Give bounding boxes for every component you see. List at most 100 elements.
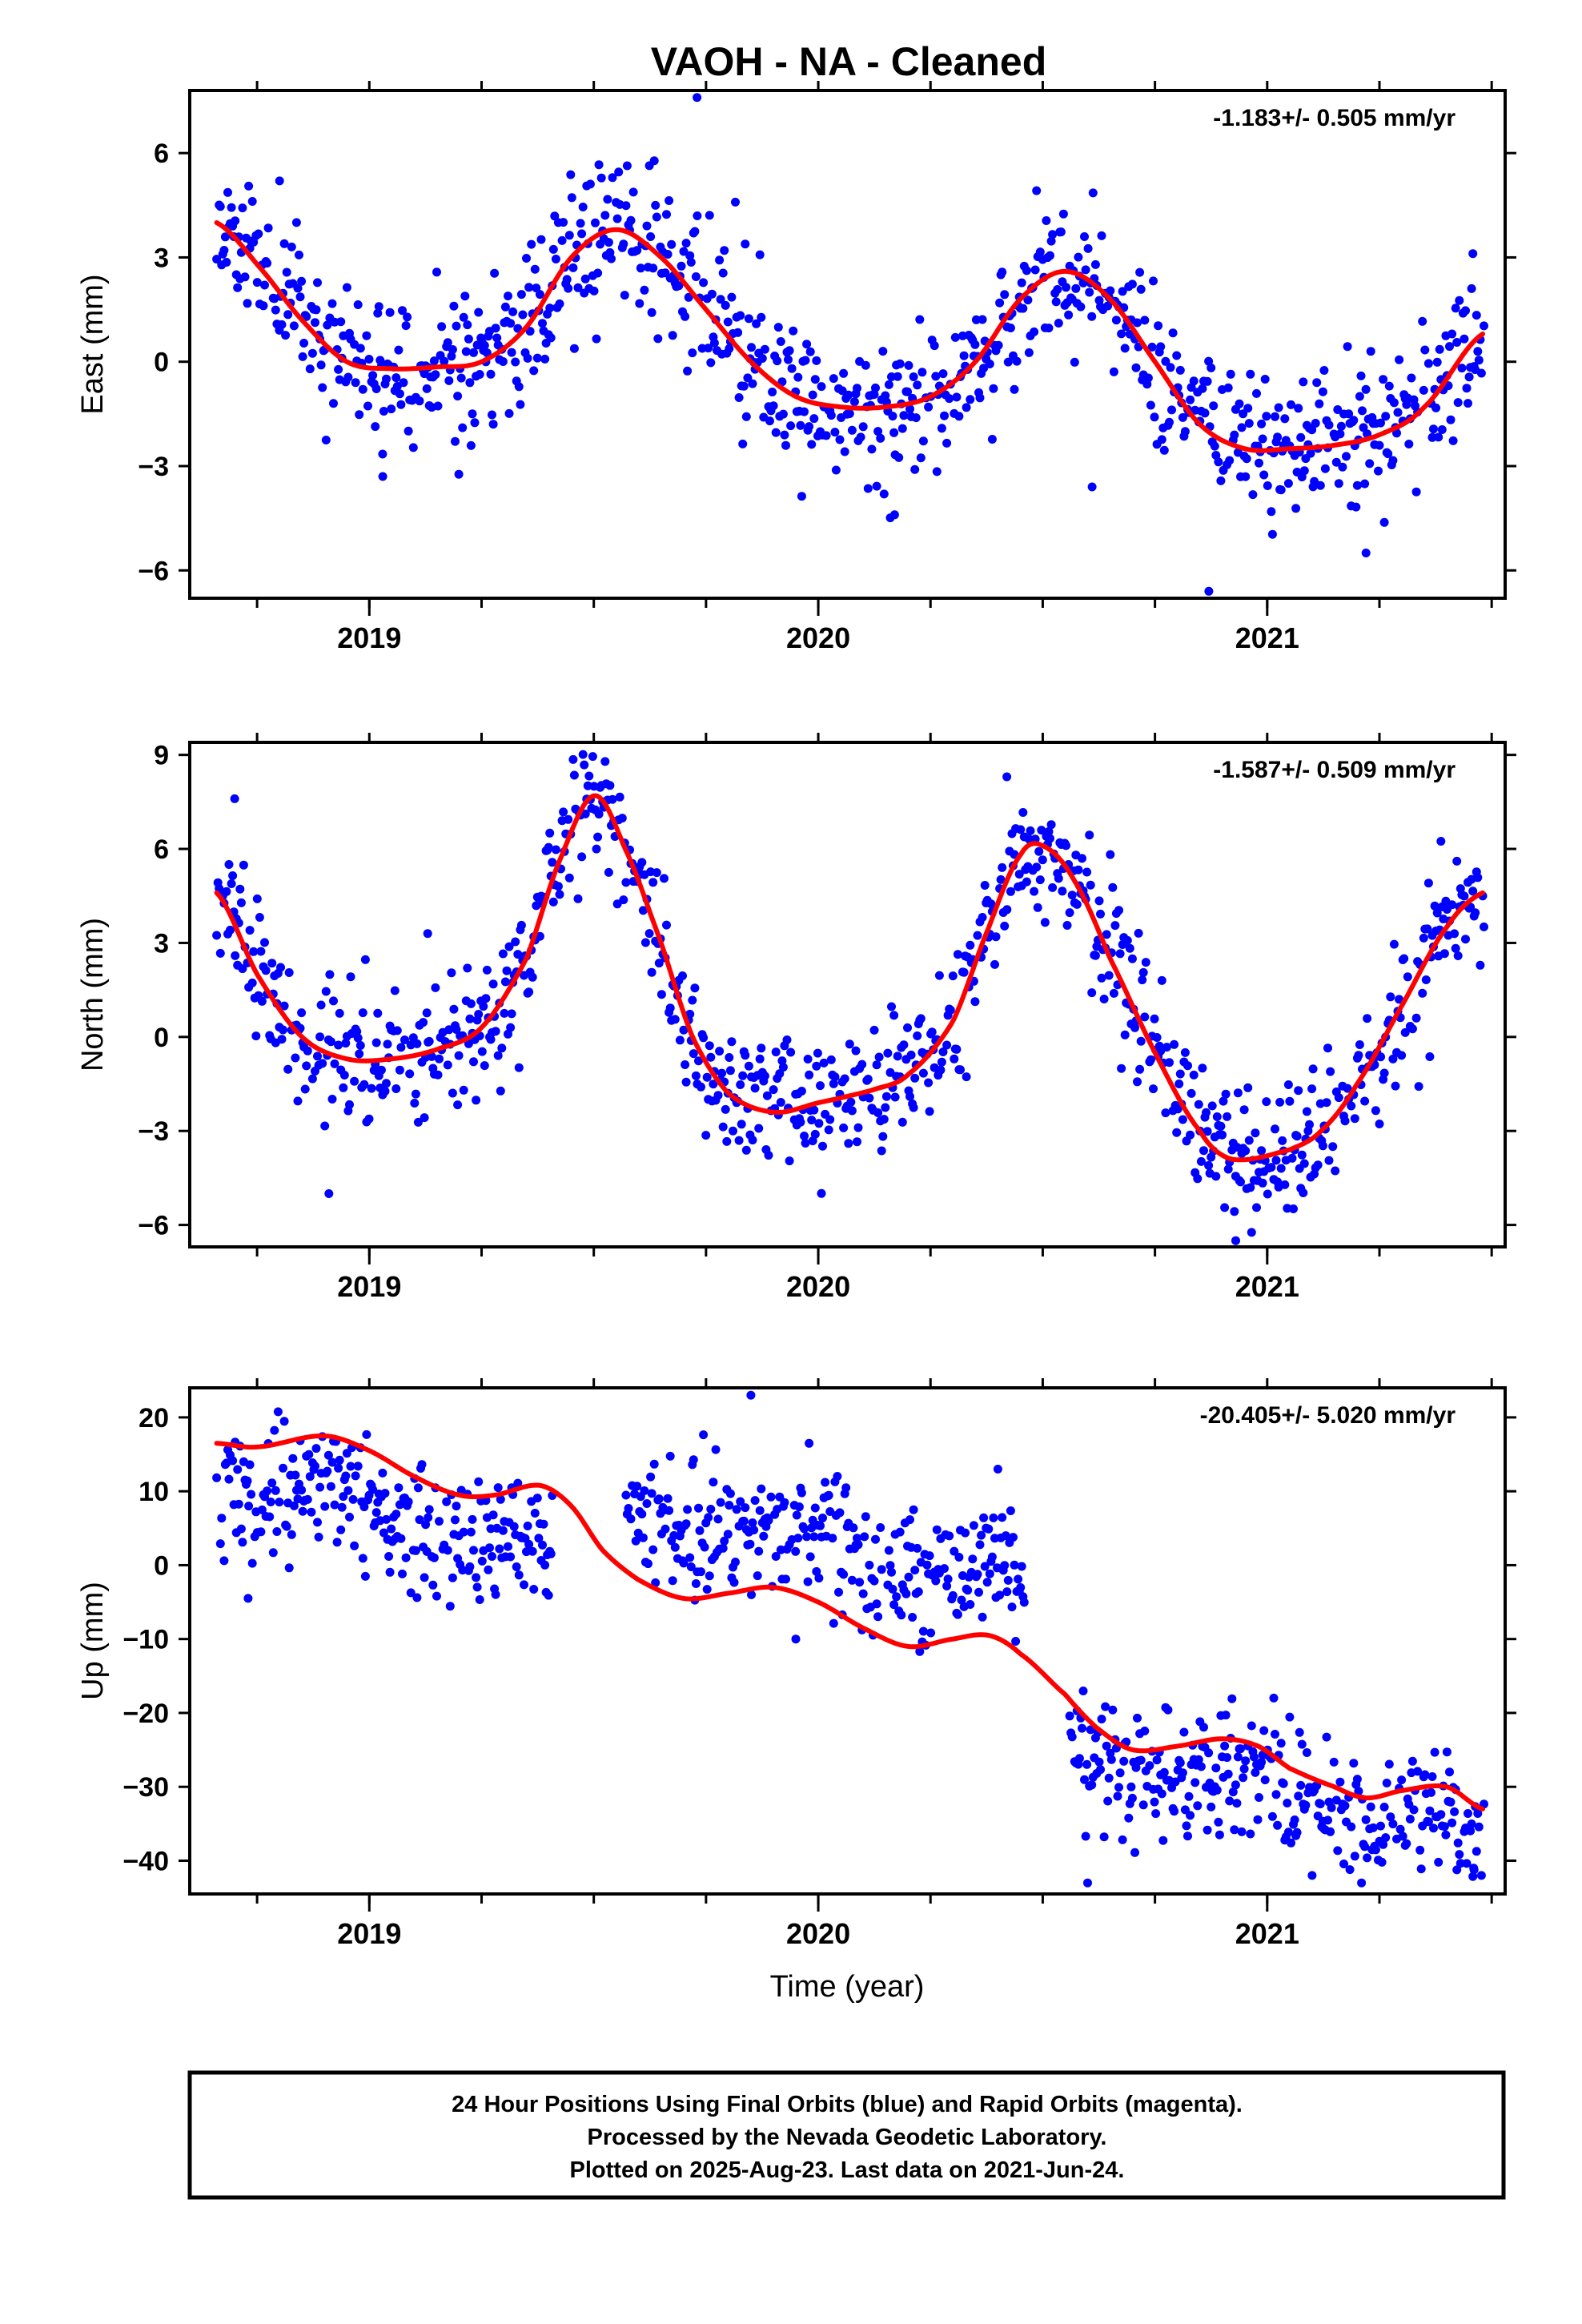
data-point <box>789 326 798 336</box>
data-point <box>834 1587 843 1597</box>
data-point <box>1340 1801 1350 1811</box>
data-point <box>1000 921 1010 931</box>
data-point <box>872 1599 881 1609</box>
data-point <box>1035 875 1045 885</box>
data-point <box>1306 448 1315 458</box>
data-point <box>1109 988 1118 998</box>
data-point <box>1323 1815 1332 1825</box>
data-point <box>532 1494 542 1503</box>
data-point <box>1145 1761 1154 1771</box>
data-point <box>553 882 563 891</box>
data-point <box>1143 373 1153 383</box>
data-point <box>1327 1803 1336 1812</box>
data-point <box>872 481 881 491</box>
data-point <box>1054 319 1063 328</box>
data-point <box>873 427 883 436</box>
data-point <box>979 1513 989 1522</box>
data-point <box>380 1489 390 1498</box>
data-point <box>916 1014 926 1023</box>
data-point <box>314 1532 323 1542</box>
data-point <box>1203 1127 1212 1136</box>
data-point <box>1138 967 1148 977</box>
data-point <box>739 1516 749 1526</box>
data-point <box>689 1049 698 1059</box>
data-point <box>1262 1097 1271 1107</box>
data-point <box>1237 1827 1247 1836</box>
data-point <box>805 1438 814 1448</box>
data-point <box>647 1489 656 1498</box>
data-point <box>734 393 744 402</box>
data-point <box>706 358 716 368</box>
data-point <box>1097 231 1106 240</box>
footer-line-3: Plotted on 2025-Aug-23. Last data on 202… <box>570 2157 1125 2183</box>
data-point <box>1425 1052 1435 1061</box>
data-point <box>1126 1782 1136 1791</box>
y-tick-label: −3 <box>138 452 169 482</box>
data-point <box>1366 347 1375 356</box>
data-point <box>871 383 880 392</box>
data-point <box>755 1054 765 1063</box>
data-point <box>1315 399 1324 408</box>
data-point <box>279 1001 289 1011</box>
data-point <box>335 1008 344 1018</box>
data-point <box>805 422 814 432</box>
data-point <box>1178 1768 1187 1778</box>
data-point <box>429 1553 439 1562</box>
data-point <box>764 1516 773 1525</box>
data-point <box>699 1033 709 1043</box>
data-point <box>313 278 322 287</box>
data-point <box>442 1497 452 1506</box>
data-point <box>511 937 520 947</box>
data-point <box>358 1008 367 1018</box>
data-point <box>720 1536 729 1546</box>
data-point <box>1165 417 1174 427</box>
data-point <box>614 167 624 177</box>
data-point <box>1006 887 1015 896</box>
data-point <box>747 1590 756 1599</box>
data-point <box>452 321 461 331</box>
data-point <box>846 1097 856 1107</box>
data-point <box>794 1502 804 1512</box>
data-point <box>786 1047 796 1057</box>
data-point <box>1386 992 1395 1002</box>
data-point <box>1184 1791 1194 1801</box>
data-point <box>293 283 303 293</box>
data-point <box>1453 398 1463 408</box>
data-point <box>1211 451 1221 460</box>
data-point <box>839 368 849 378</box>
data-point <box>1113 1791 1122 1801</box>
data-point <box>681 1077 691 1087</box>
data-point <box>797 1488 806 1498</box>
y-axis-label-up: Up (mm) <box>76 1582 110 1700</box>
data-point <box>802 1532 812 1542</box>
data-point <box>535 931 544 941</box>
data-point <box>399 378 408 388</box>
x-tick-label: 2020 <box>786 1917 850 1950</box>
data-point <box>564 231 574 240</box>
data-point <box>887 1002 896 1011</box>
data-point <box>1283 1080 1293 1089</box>
data-point <box>480 1061 489 1071</box>
data-point <box>686 258 696 267</box>
data-point <box>528 1546 537 1556</box>
data-point <box>785 346 794 356</box>
data-point <box>996 875 1006 884</box>
data-point <box>975 393 985 403</box>
data-point <box>1140 316 1150 325</box>
data-point <box>1048 883 1058 892</box>
data-point <box>695 1526 705 1535</box>
data-point <box>1158 1835 1168 1845</box>
data-point <box>702 1072 712 1082</box>
data-point <box>1046 834 1054 843</box>
y-tick-label: 0 <box>154 1023 169 1053</box>
data-point <box>821 1478 830 1487</box>
data-point <box>865 1093 874 1103</box>
data-point <box>382 374 391 384</box>
data-point <box>219 246 229 255</box>
data-point <box>297 1486 307 1495</box>
data-point <box>1138 975 1147 985</box>
data-point <box>1420 1770 1430 1779</box>
data-point <box>911 413 921 423</box>
data-point <box>1299 1188 1308 1197</box>
